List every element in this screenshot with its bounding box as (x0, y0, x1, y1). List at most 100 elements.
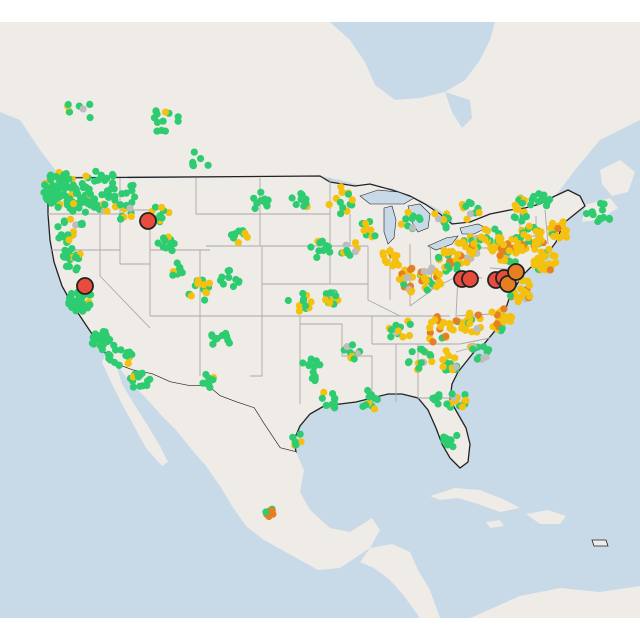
monitor-point[interactable] (449, 443, 457, 451)
monitor-point[interactable] (373, 395, 381, 403)
monitor-point[interactable] (402, 215, 410, 223)
monitor-point[interactable] (469, 345, 477, 353)
monitor-point[interactable] (511, 201, 519, 209)
monitor-point[interactable] (131, 193, 139, 201)
monitor-point[interactable] (389, 262, 397, 270)
monitor-point[interactable] (534, 254, 542, 262)
monitor-point[interactable] (126, 204, 134, 212)
monitor-point[interactable] (82, 172, 90, 180)
monitor-point[interactable] (72, 266, 80, 274)
monitor-point[interactable] (442, 223, 450, 231)
monitor-point[interactable] (499, 241, 507, 249)
monitor-point[interactable] (520, 287, 528, 295)
monitor-point[interactable] (109, 172, 117, 180)
monitor-point[interactable] (406, 320, 414, 328)
monitor-point[interactable] (426, 324, 434, 332)
monitor-point[interactable] (136, 371, 144, 379)
monitor-point[interactable] (106, 191, 114, 199)
monitor-point[interactable] (467, 199, 475, 208)
monitor-point[interactable] (343, 343, 351, 351)
monitor-point[interactable] (500, 305, 508, 313)
monitor-point[interactable] (589, 211, 597, 219)
monitor-point[interactable] (598, 206, 607, 214)
monitor-point[interactable] (306, 360, 314, 368)
monitor-point[interactable] (295, 307, 303, 315)
monitor-point[interactable] (219, 280, 227, 288)
monitor-point[interactable] (297, 438, 305, 446)
monitor-point[interactable] (344, 190, 352, 198)
monitor-point[interactable] (307, 243, 315, 251)
monitor-point[interactable] (313, 253, 321, 261)
monitor-point[interactable] (329, 390, 337, 398)
monitor-point[interactable] (309, 368, 317, 376)
monitor-point[interactable] (528, 196, 536, 204)
monitor-point[interactable] (316, 239, 324, 247)
monitor-point[interactable] (482, 353, 490, 361)
monitor-point[interactable] (77, 199, 85, 207)
monitor-point[interactable] (605, 215, 614, 223)
monitor-point[interactable] (451, 354, 459, 362)
monitor-point[interactable] (124, 359, 132, 367)
monitor-point[interactable] (463, 258, 471, 266)
monitor-point[interactable] (78, 220, 86, 229)
monitor-point[interactable] (322, 401, 330, 409)
monitor-point[interactable] (206, 383, 214, 391)
monitor-point[interactable] (161, 127, 169, 135)
monitor-point[interactable] (466, 210, 474, 218)
monitor-point[interactable] (439, 363, 447, 371)
monitor-point[interactable] (154, 239, 162, 247)
monitor-point[interactable] (442, 332, 450, 340)
monitor-point[interactable] (470, 240, 478, 248)
monitor-point[interactable] (129, 383, 137, 391)
monitor-point[interactable] (394, 327, 403, 335)
monitor-point[interactable] (501, 257, 509, 265)
monitor-point[interactable] (337, 210, 345, 218)
monitor-point[interactable] (72, 186, 80, 194)
monitor-point[interactable] (427, 318, 436, 326)
monitor-point[interactable] (86, 100, 94, 108)
monitor-point[interactable] (462, 396, 470, 404)
monitor-point[interactable] (83, 199, 91, 207)
monitor-point[interactable] (537, 264, 545, 272)
monitor-point[interactable] (289, 433, 297, 441)
monitor-point[interactable] (129, 181, 137, 189)
monitor-point[interactable] (250, 194, 258, 202)
monitor-point[interactable] (161, 108, 170, 116)
monitor-point[interactable] (405, 332, 414, 340)
monitor-point[interactable] (536, 232, 544, 240)
monitor-point[interactable] (582, 210, 591, 218)
monitor-point[interactable] (429, 338, 437, 346)
high-reading-station[interactable] (76, 277, 94, 295)
monitor-point[interactable] (448, 390, 456, 398)
monitor-point[interactable] (325, 201, 333, 209)
monitor-point[interactable] (420, 267, 428, 276)
monitor-point[interactable] (109, 179, 117, 187)
monitor-point[interactable] (187, 292, 195, 300)
monitor-point[interactable] (201, 296, 209, 304)
monitor-point[interactable] (128, 198, 136, 207)
monitor-point[interactable] (66, 215, 74, 223)
monitor-point[interactable] (403, 274, 411, 282)
monitor-point[interactable] (146, 375, 154, 383)
monitor-point[interactable] (416, 215, 424, 223)
monitor-point[interactable] (408, 214, 416, 222)
monitor-point[interactable] (208, 332, 216, 340)
monitor-point[interactable] (72, 253, 80, 262)
monitor-point[interactable] (225, 339, 233, 347)
monitor-point[interactable] (520, 231, 528, 239)
monitor-point[interactable] (548, 219, 557, 227)
monitor-point[interactable] (243, 233, 251, 241)
monitor-point[interactable] (116, 201, 124, 209)
monitor-point[interactable] (383, 259, 391, 267)
monitor-point[interactable] (235, 278, 243, 286)
monitor-point[interactable] (65, 108, 74, 116)
monitor-point[interactable] (257, 197, 265, 205)
monitor-point[interactable] (421, 274, 429, 282)
monitor-point[interactable] (555, 233, 563, 242)
high-reading-station[interactable] (461, 270, 479, 288)
monitor-point[interactable] (423, 286, 431, 294)
monitor-point[interactable] (407, 265, 415, 274)
monitor-point[interactable] (151, 203, 160, 211)
